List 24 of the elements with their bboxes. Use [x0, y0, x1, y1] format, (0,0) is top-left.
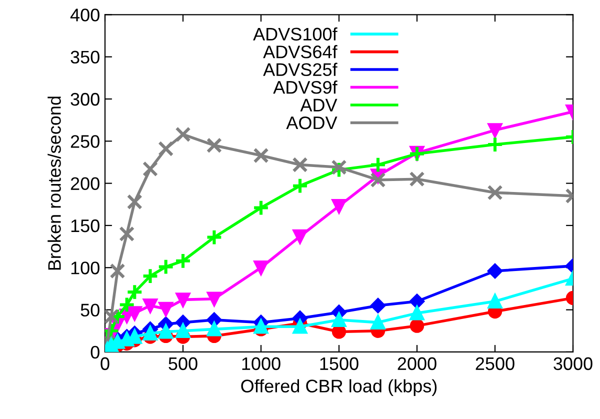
y-tick-label: 0	[90, 346, 100, 359]
x-tick-label: 0	[100, 357, 110, 370]
legend-label: AODV	[286, 116, 338, 130]
y-tick-label: 350	[70, 50, 100, 64]
y-tick-label: 400	[70, 8, 100, 22]
x-tick-label: 2500	[476, 357, 514, 370]
y-tick-label: 250	[70, 135, 100, 148]
x-axis-title: Offered CBR load (kbps)	[241, 379, 437, 396]
x-tick-label: 500	[168, 357, 198, 370]
legend-label: ADVS100f	[253, 27, 338, 41]
x-tick-label: 1000	[242, 357, 280, 370]
y-axis-title: Broken routes/second	[48, 96, 61, 270]
y-tick-label: 100	[71, 262, 100, 274]
legend-label: ADV	[300, 98, 338, 112]
legend-label: ADVS64f	[263, 45, 338, 58]
x-tick-label: 2000	[398, 357, 436, 370]
legend-label: ADVS25f	[263, 62, 338, 76]
y-tick-label: 200	[70, 177, 100, 190]
y-tick-label: 50	[80, 304, 100, 317]
legend-label: ADVS9f	[273, 80, 338, 94]
x-tick-label: 3000	[554, 357, 592, 370]
y-tick-label: 150	[71, 219, 100, 232]
y-tick-label: 300	[70, 92, 100, 106]
x-tick-label: 1500	[320, 357, 358, 370]
